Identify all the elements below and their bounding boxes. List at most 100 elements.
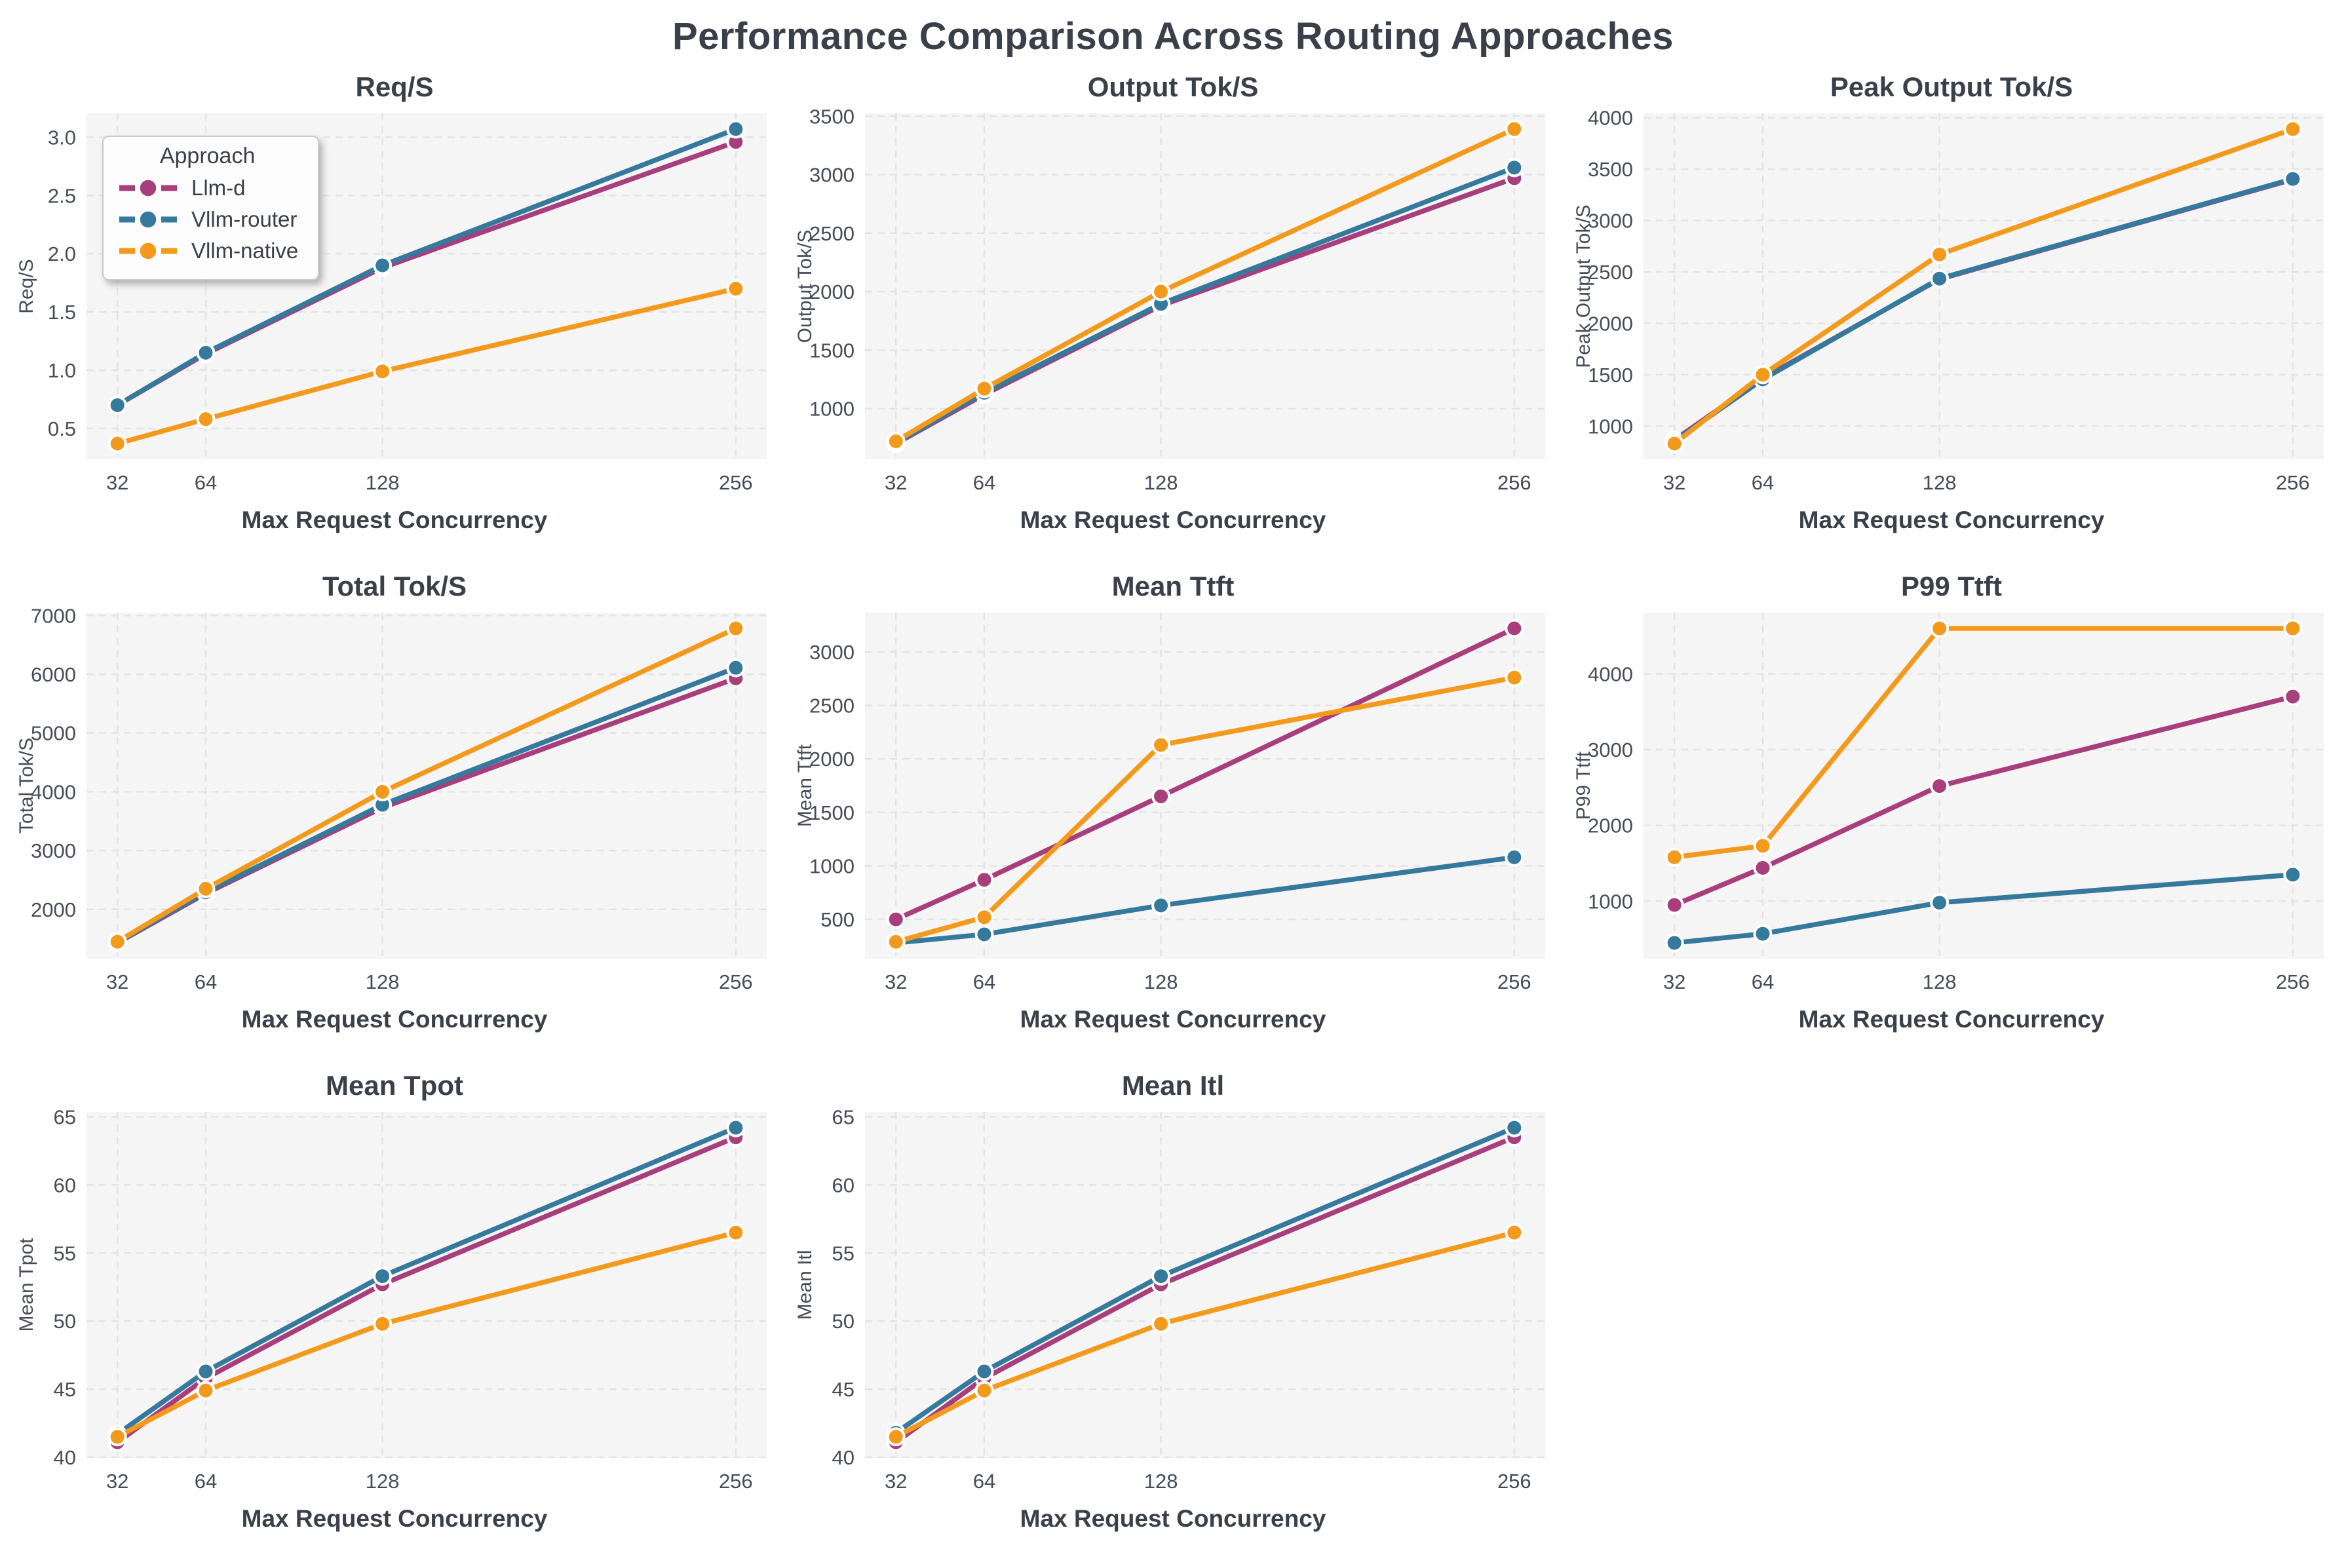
y-tick-label: 2500 xyxy=(1588,261,1633,284)
data-point-vllm-native-256 xyxy=(1504,119,1524,139)
data-point-vllm-router-128 xyxy=(1151,896,1170,915)
x-tick-label: 256 xyxy=(1497,471,1531,494)
data-point-vllm-native-32 xyxy=(107,1427,127,1447)
y-tick-label: 40 xyxy=(832,1446,854,1469)
series-line-vllm-native xyxy=(893,1230,1517,1440)
data-point-vllm-native-32 xyxy=(107,932,127,951)
y-tick-label: 5000 xyxy=(31,722,76,745)
y-axis-label-peak-output-tok-s: Peak Output Tok/S xyxy=(1573,204,1594,368)
x-tick-label: 64 xyxy=(194,471,216,494)
data-point-llm-d-256 xyxy=(1504,619,1524,638)
chart-title-mean-itl: Mean Itl xyxy=(1121,1070,1225,1101)
y-tick-label: 1500 xyxy=(809,801,855,824)
data-point-vllm-native-32 xyxy=(107,434,127,453)
x-tick-label: 64 xyxy=(194,1470,216,1493)
series-line-vllm-router xyxy=(893,1125,1517,1436)
x-tick-label: 32 xyxy=(1663,471,1685,494)
x-tick-label: 128 xyxy=(365,471,399,494)
series-line-vllm-native xyxy=(893,675,1517,945)
chart-cell-mean-tpot: Mean Tpot 40 45 50 55 60 65 32 64 128 256 Mean Tpot… xyxy=(5,1061,784,1560)
chart-title-mean-ttft: Mean Ttft xyxy=(1111,571,1235,602)
x-tick-label: 32 xyxy=(884,471,906,494)
series-line-vllm-native xyxy=(114,626,739,944)
x-tick-label: 256 xyxy=(2275,471,2309,494)
chart-cell-p99-ttft: P99 Ttft 1000 2000 3000 4000 32 64 128 256 P99 Tt… xyxy=(1562,562,2341,1061)
data-point-vllm-native-64 xyxy=(195,410,215,429)
data-point-vllm-native-32 xyxy=(1664,847,1684,867)
series-line-vllm-native xyxy=(1671,626,2296,860)
y-axis-label-p99-ttft: P99 Ttft xyxy=(1573,751,1594,820)
series-line-vllm-native xyxy=(114,1230,739,1440)
y-tick-label: 4000 xyxy=(1588,662,1633,685)
data-point-vllm-router-256 xyxy=(725,658,745,678)
series-line-llm-d xyxy=(1671,694,2296,908)
y-tick-label: 55 xyxy=(53,1242,75,1265)
y-tick-label: 65 xyxy=(832,1105,854,1128)
data-point-llm-d-128 xyxy=(1151,786,1170,806)
plot-svg-output-tok-s: 1000 1500 2000 2500 3000 3500 32 64 128 256 Output… xyxy=(794,105,1545,494)
y-tick-label: 55 xyxy=(832,1242,854,1265)
series-line-vllm-native xyxy=(114,286,739,446)
chart-title-req-s: Req/S xyxy=(355,71,434,102)
data-point-vllm-native-32 xyxy=(886,932,906,951)
chart-title-peak-output-tok-s: Peak Output Tok/S xyxy=(1830,71,2073,102)
x-tick-label: 128 xyxy=(365,970,399,993)
y-tick-label: 3.0 xyxy=(47,126,75,149)
x-tick-label: 32 xyxy=(884,1470,906,1493)
chart-cell-req-s: Req/S 0.5 1.0 1.5 2.0 2.5 3.0 32 64 128 256 Req/S Ma… xyxy=(5,62,784,562)
y-tick-label: 3500 xyxy=(1588,158,1633,181)
y-axis-label-output-tok-s: Output Tok/S xyxy=(794,230,816,343)
y-axis-label-mean-ttft: Mean Ttft xyxy=(794,744,816,827)
legend-title: Approach xyxy=(159,143,256,168)
plot-area xyxy=(1643,613,2324,959)
data-point-vllm-native-256 xyxy=(1504,1223,1524,1242)
y-tick-label: 2000 xyxy=(31,898,76,921)
data-point-vllm-native-256 xyxy=(725,279,745,299)
x-axis-label-total-tok-s: Max Request Concurrency xyxy=(241,1006,548,1033)
chart-title-mean-tpot: Mean Tpot xyxy=(326,1070,463,1101)
x-tick-label: 32 xyxy=(106,471,128,494)
plot-svg-total-tok-s: 2000 3000 4000 5000 6000 7000 32 64 128 256 Total … xyxy=(16,605,767,993)
data-point-vllm-native-128 xyxy=(372,782,392,801)
x-tick-label: 256 xyxy=(718,471,752,494)
data-point-llm-d-128 xyxy=(1929,776,1949,796)
x-tick-label: 128 xyxy=(1922,970,1956,993)
y-tick-label: 1.5 xyxy=(47,301,75,324)
plot-area xyxy=(86,1112,767,1458)
chart-cell-mean-ttft: Mean Ttft 500 1000 1500 2000 2500 3000 32 64 128 2… xyxy=(784,562,1562,1061)
chart-cell-mean-itl: Mean Itl 40 45 50 55 60 65 32 64 128 256 Mean Itl Ma… xyxy=(784,1061,1562,1560)
x-tick-label: 64 xyxy=(972,471,995,494)
y-axis-label-total-tok-s: Total Tok/S xyxy=(16,738,37,833)
y-tick-label: 500 xyxy=(820,908,855,931)
data-point-vllm-router-64 xyxy=(195,1362,215,1381)
data-point-llm-d-64 xyxy=(1752,858,1772,877)
data-point-vllm-router-128 xyxy=(1929,893,1949,913)
y-tick-label: 65 xyxy=(53,1105,75,1128)
legend-dot xyxy=(138,209,159,230)
data-point-vllm-router-32 xyxy=(1664,933,1684,953)
charts-grid: Req/S 0.5 1.0 1.5 2.0 2.5 3.0 32 64 128 256 Req/S Ma… xyxy=(0,58,2346,1560)
chart-title-p99-ttft: P99 Ttft xyxy=(1900,571,2002,602)
legend-dot xyxy=(138,240,159,261)
data-point-vllm-router-128 xyxy=(372,1267,392,1286)
x-tick-label: 128 xyxy=(1144,471,1178,494)
legend-label-vllm-router: Vllm-router xyxy=(191,207,298,231)
data-point-vllm-native-64 xyxy=(974,908,993,927)
plot-area xyxy=(1643,113,2324,459)
y-tick-label: 1000 xyxy=(809,854,855,877)
y-tick-label: 4000 xyxy=(31,780,76,803)
x-tick-label: 64 xyxy=(1751,970,1773,993)
data-point-vllm-native-32 xyxy=(1664,434,1684,453)
data-point-vllm-router-256 xyxy=(725,1118,745,1138)
chart-cell-peak-output-tok-s: Peak Output Tok/S 1000 1500 2000 2500 3000 350… xyxy=(1562,62,2341,562)
data-point-vllm-router-256 xyxy=(1504,847,1524,867)
data-point-vllm-native-128 xyxy=(1929,244,1949,264)
data-point-llm-d-32 xyxy=(886,909,906,929)
plot-area xyxy=(864,1112,1545,1458)
data-point-vllm-router-32 xyxy=(107,395,127,415)
y-tick-label: 1500 xyxy=(809,339,855,362)
x-tick-label: 32 xyxy=(1663,970,1685,993)
data-point-vllm-native-128 xyxy=(1151,735,1170,755)
y-tick-label: 3000 xyxy=(1588,738,1633,761)
y-tick-label: 60 xyxy=(832,1174,854,1196)
